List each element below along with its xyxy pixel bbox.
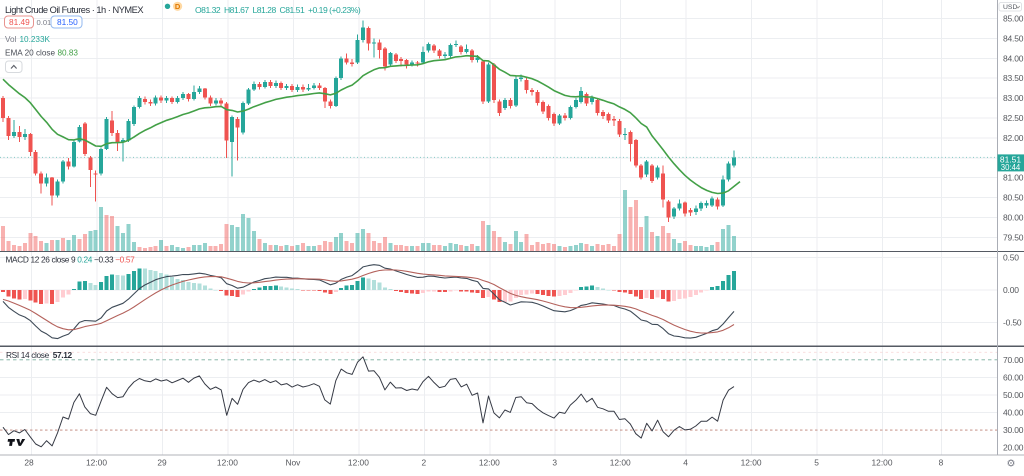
svg-text:Light Crude Oil Futures · 1h ·: Light Crude Oil Futures · 1h · NYMEX [5, 5, 143, 15]
svg-text:12:00: 12:00 [217, 458, 238, 468]
svg-text:30:44: 30:44 [1001, 163, 1021, 172]
svg-text:30.00: 30.00 [1003, 425, 1024, 435]
svg-text:28: 28 [24, 458, 34, 468]
svg-text:USD: USD [1003, 4, 1017, 11]
svg-text:12:00: 12:00 [86, 458, 107, 468]
svg-text:12:00: 12:00 [610, 458, 631, 468]
svg-text:81.00: 81.00 [1003, 173, 1024, 183]
svg-text:Vol: Vol [5, 35, 17, 44]
svg-text:85.00: 85.00 [1003, 14, 1024, 24]
svg-text:RSI 14 close 57.12: RSI 14 close 57.12 [6, 350, 72, 360]
svg-text:12:00: 12:00 [872, 458, 893, 468]
svg-text:O81.32 H81.67 L81.28 C81.51: O81.32 H81.67 L81.28 C81.51 +0.19 (+0.23… [195, 5, 361, 15]
svg-text:81.50: 81.50 [57, 17, 78, 27]
svg-text:83.00: 83.00 [1003, 93, 1024, 103]
svg-text:80.50: 80.50 [1003, 193, 1024, 203]
svg-text:82.00: 82.00 [1003, 133, 1024, 143]
svg-text:Nov: Nov [285, 458, 301, 468]
svg-text:12:00: 12:00 [741, 458, 762, 468]
svg-text:2: 2 [421, 458, 426, 468]
svg-text:70.00: 70.00 [1003, 355, 1024, 365]
svg-text:0.50: 0.50 [1003, 253, 1019, 263]
svg-text:D: D [175, 2, 181, 11]
svg-text:80.83: 80.83 [58, 49, 79, 58]
svg-text:20.00: 20.00 [1003, 443, 1024, 453]
svg-text:5: 5 [814, 458, 819, 468]
svg-text:⚙: ⚙ [1007, 459, 1016, 470]
svg-text:84.50: 84.50 [1003, 34, 1024, 44]
svg-text:EMA 20 close: EMA 20 close [5, 49, 56, 58]
svg-text:83.50: 83.50 [1003, 73, 1024, 83]
svg-text:12:00: 12:00 [479, 458, 500, 468]
svg-text:84.00: 84.00 [1003, 53, 1024, 63]
svg-text:82.50: 82.50 [1003, 113, 1024, 123]
svg-text:8: 8 [939, 458, 944, 468]
svg-text:81.49: 81.49 [9, 17, 30, 27]
svg-text:12:00: 12:00 [348, 458, 369, 468]
svg-text:80.00: 80.00 [1003, 212, 1024, 222]
svg-text:50.00: 50.00 [1003, 390, 1024, 400]
svg-text:79.50: 79.50 [1003, 232, 1024, 242]
svg-text:MACD 12 26 close 9 0.24 −0.33: MACD 12 26 close 9 0.24 −0.33 −0.57 [6, 255, 136, 265]
svg-text:4: 4 [683, 458, 688, 468]
svg-text:60.00: 60.00 [1003, 372, 1024, 382]
svg-text:-0.50: -0.50 [1003, 318, 1022, 328]
svg-text:40.00: 40.00 [1003, 408, 1024, 418]
svg-text:0.00: 0.00 [1003, 285, 1019, 295]
svg-text:0.01: 0.01 [37, 18, 52, 27]
svg-text:3: 3 [552, 458, 557, 468]
svg-text:29: 29 [157, 458, 167, 468]
svg-text:10.233K: 10.233K [20, 35, 51, 44]
